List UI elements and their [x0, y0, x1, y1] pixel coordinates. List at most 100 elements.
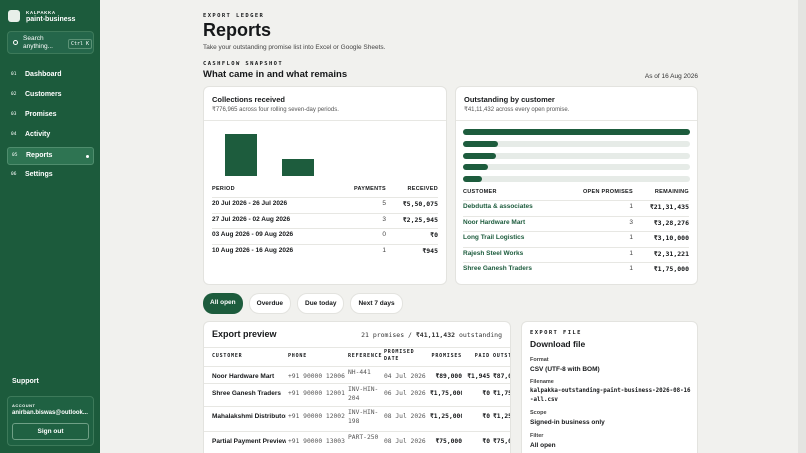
nav-item[interactable]: 04 Activity	[7, 127, 94, 145]
cell: ₹0	[482, 413, 490, 420]
field-value: Signed-in business only	[530, 419, 605, 426]
divider	[463, 231, 689, 232]
divider	[204, 406, 510, 407]
nav-label: Promises	[25, 111, 57, 118]
cell: +91 90000 12002	[288, 413, 345, 420]
open-promises: 1	[629, 249, 633, 257]
as-of: As of 16 Aug 2026	[644, 73, 698, 80]
divider	[212, 244, 438, 246]
field-label: Format	[530, 357, 549, 363]
separator: /	[408, 331, 412, 339]
nav-item[interactable]: 05 Reports	[7, 147, 94, 165]
cell: PART-250	[348, 434, 379, 441]
remaining: ₹21,31,435	[649, 203, 689, 211]
column-header: PAID	[474, 353, 490, 359]
progress-track	[463, 152, 690, 159]
cell: 04 Jul 2026	[384, 373, 426, 380]
divider	[463, 262, 689, 263]
period: 20 Jul 2026 - 26 Jul 2026	[212, 200, 288, 207]
cell: ₹75,000	[493, 438, 510, 445]
cell: Noor Hardware Mart	[212, 373, 275, 380]
bar	[224, 134, 257, 176]
cell: ₹1,75,000	[493, 390, 510, 397]
brand-top: KALPAKKA	[26, 10, 56, 15]
nav-label: Reports	[26, 152, 53, 159]
cell: ₹89,000	[435, 373, 462, 380]
cell: 08 Jul 2026	[384, 438, 426, 445]
nav-item[interactable]: 02 Customers	[7, 87, 94, 105]
filter-tab[interactable]: Overdue	[248, 293, 292, 314]
payments: 3	[382, 215, 386, 223]
customer-link[interactable]: Debdutta & associates	[463, 203, 533, 210]
divider	[463, 200, 689, 201]
cell: ₹1,25,000	[493, 413, 510, 420]
received: ₹5,50,075	[402, 200, 438, 208]
column-header: REFERENCE	[348, 353, 382, 359]
progress-bar	[463, 129, 690, 135]
nav-number: 05	[12, 153, 18, 158]
period: 27 Jul 2026 - 02 Aug 2026	[212, 215, 291, 223]
eyebrow: EXPORT FILE	[530, 330, 582, 336]
field-label: Scope	[530, 410, 547, 416]
sign-out-button[interactable]: Sign out	[12, 423, 89, 440]
cell: Partial Payment Preview	[212, 438, 286, 445]
cell: +91 90000 13003	[288, 438, 345, 445]
progress-bar	[463, 176, 482, 183]
divider	[463, 215, 689, 217]
customer-link[interactable]: Long Trail Logistics	[463, 234, 525, 241]
period: 10 Aug 2026 - 16 Aug 2026	[212, 247, 294, 255]
progress-track	[463, 140, 690, 147]
card-title: Collections received	[212, 95, 285, 104]
progress-bar	[463, 164, 488, 171]
nav-item[interactable]: 03 Promises	[7, 107, 94, 125]
divider	[204, 383, 510, 384]
remaining: ₹3,10,000	[653, 234, 689, 242]
payments: 5	[382, 200, 386, 207]
card-subtitle: ₹41,11,432 across every open promise.	[464, 107, 570, 113]
page-subtitle: Take your outstanding promise list into …	[203, 44, 386, 51]
progress-bar	[463, 140, 498, 147]
nav-item[interactable]: 01 Dashboard	[7, 67, 94, 85]
cell: 06 Jul 2026	[384, 390, 426, 397]
filter-tab[interactable]: All open	[203, 293, 243, 314]
nav-label: Customers	[25, 91, 62, 98]
column-header: CUSTOMER	[212, 353, 243, 359]
received: ₹2,25,945	[402, 215, 438, 224]
total: ₹41,11,432	[415, 331, 456, 339]
open-promises: 1	[629, 234, 633, 241]
divider	[204, 366, 510, 367]
customer-link[interactable]: Rajesh Steel Works	[463, 249, 524, 257]
cell: ₹1,945	[467, 373, 490, 380]
nav-item[interactable]: 06 Settings	[7, 167, 94, 185]
cell: ₹1,75,000	[430, 390, 462, 397]
filter-tab[interactable]: Due today	[297, 293, 345, 314]
shortcut: Ctrl K	[68, 39, 93, 49]
promise-count: 21 promises	[361, 331, 405, 339]
open-promises: 1	[629, 203, 633, 210]
remaining: ₹1,75,000	[653, 265, 689, 273]
customer-link[interactable]: Noor Hardware Mart	[463, 218, 526, 226]
account-email: anirban.biswas@outlook...	[12, 410, 88, 416]
open-promises: 3	[629, 218, 633, 226]
nav-label: Dashboard	[25, 71, 62, 78]
filter-tab[interactable]: Next 7 days	[350, 293, 403, 314]
cell: ₹1,25,000	[430, 413, 462, 420]
eyebrow: CASHFLOW SNAPSHOT	[203, 61, 284, 67]
filter-tabs: All open Overdue Due today Next 7 days	[203, 293, 403, 314]
page-title: Reports	[203, 20, 272, 40]
field-value: kalpakka-outstanding-paint-business-2026…	[530, 388, 691, 403]
payments: 1	[382, 247, 386, 255]
column-header: REMAINING	[654, 189, 689, 195]
eyebrow: EXPORT LEDGER	[203, 13, 265, 19]
cell: Shree Ganesh Traders	[212, 390, 282, 397]
cell: Mahalakshmi Distributors	[212, 413, 286, 420]
customer-link[interactable]: Shree Ganesh Traders	[463, 265, 533, 272]
search-box[interactable]: Search anything... Ctrl K	[7, 31, 94, 54]
cell: ₹87,055	[493, 373, 510, 380]
bar	[281, 158, 314, 176]
support-link[interactable]: Support	[12, 378, 39, 385]
column-header: CUSTOMER	[463, 189, 497, 195]
remaining: ₹3,28,276	[653, 218, 689, 227]
export-summary: 21 promises / ₹41,11,432 outstanding	[361, 331, 502, 339]
cell: INV-HIN-204	[348, 386, 379, 402]
